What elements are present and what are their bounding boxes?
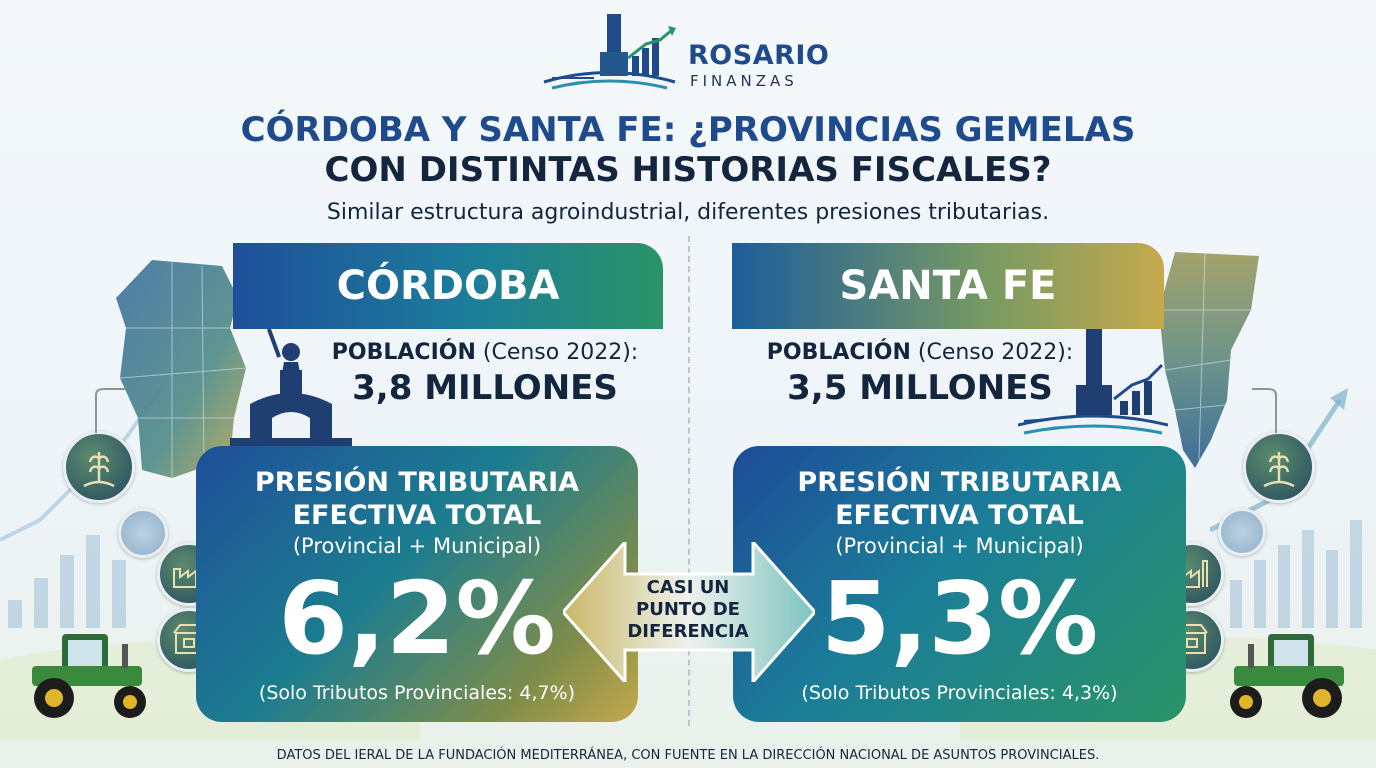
population-label-rest: (Censo 2022): (475, 340, 639, 365)
card-title-line1: PRESIÓN TRIBUTARIA (254, 467, 580, 498)
santafe-header: SANTA FE (732, 243, 1164, 329)
cordoba-provincial-note: (Solo Tributos Provinciales: 4,7%) (258, 682, 576, 704)
pie-chart-icon (118, 508, 168, 558)
population-label-bold: POBLACIÓN (766, 340, 911, 365)
cordoba-population-label: POBLACIÓN (Censo 2022): (300, 340, 670, 365)
santafe-tax-card: PRESIÓN TRIBUTARIA EFECTIVA TOTAL (Provi… (733, 446, 1186, 722)
card-subtitle: (Provincial + Municipal) (292, 534, 542, 558)
population-label-bold: POBLACIÓN (331, 340, 476, 365)
tractor-icon (32, 634, 146, 718)
santafe-monument-icon (1018, 329, 1168, 435)
difference-line1: CASI UN (646, 577, 730, 598)
cordoba-monument-icon (230, 328, 352, 446)
center-divider (688, 236, 690, 726)
difference-line2: PUNTO DE (636, 599, 740, 620)
santafe-population-label: POBLACIÓN (Censo 2022): (735, 340, 1105, 365)
logo-monument-icon (543, 14, 676, 90)
pie-chart-icon (1218, 508, 1266, 556)
card-subtitle: (Provincial + Municipal) (835, 534, 1084, 558)
brand-sub: FINANZAS (690, 72, 798, 90)
tractor-icon (1230, 634, 1344, 718)
difference-line3: DIFERENCIA (627, 621, 749, 642)
cordoba-header: CÓRDOBA (233, 243, 663, 329)
card-title-line2: EFECTIVA TOTAL (835, 500, 1084, 531)
connector-line (95, 388, 126, 433)
santafe-tax-value: 5,3% (820, 560, 1099, 677)
connector-line (1252, 388, 1277, 433)
source-note: DATOS DEL IERAL DE LA FUNDACIÓN MEDITERR… (276, 748, 1100, 763)
wheat-icon (63, 431, 135, 503)
double-arrow-icon (563, 542, 815, 682)
santafe-provincial-note: (Solo Tributos Provinciales: 4,3%) (801, 682, 1118, 704)
cordoba-map-icon (116, 260, 247, 478)
santafe-map-icon (1159, 251, 1259, 468)
population-label-rest: (Censo 2022): (910, 340, 1074, 365)
card-title-line2: EFECTIVA TOTAL (292, 500, 542, 531)
cordoba-tax-value: 6,2% (278, 560, 556, 677)
card-title-line1: PRESIÓN TRIBUTARIA (797, 467, 1122, 498)
growth-chart-icon (1210, 388, 1362, 628)
wheat-icon (1243, 431, 1315, 503)
brand-name: ROSARIO (688, 40, 830, 71)
page-subtitle: Similar estructura agroindustrial, difer… (326, 200, 1050, 225)
difference-label: CASI UN PUNTO DE DIFERENCIA (600, 577, 776, 643)
cordoba-population-value: 3,8 MILLONES (352, 368, 618, 408)
cordoba-tax-card: PRESIÓN TRIBUTARIA EFECTIVA TOTAL (Provi… (196, 446, 638, 722)
santafe-population-value: 3,5 MILLONES (787, 368, 1053, 408)
page-title-line1: CÓRDOBA Y SANTA FE: ¿PROVINCIAS GEMELAS (240, 110, 1136, 150)
page-title-line2: CON DISTINTAS HISTORIAS FISCALES? (324, 150, 1052, 190)
